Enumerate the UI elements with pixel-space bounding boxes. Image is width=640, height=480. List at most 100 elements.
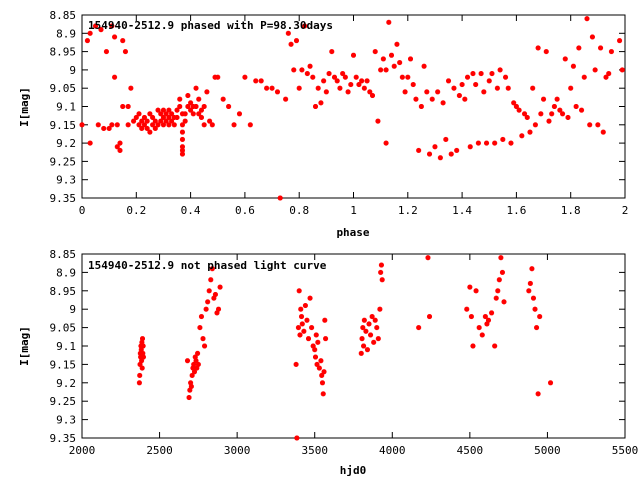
data-point xyxy=(188,100,194,106)
data-point xyxy=(360,325,366,331)
data-point xyxy=(215,74,221,80)
data-point xyxy=(277,195,283,201)
data-point xyxy=(226,104,232,109)
x-tick-label: 1.6 xyxy=(506,204,526,217)
x-tick-label: 1.4 xyxy=(452,204,472,217)
data-point xyxy=(299,67,305,73)
data-point xyxy=(456,93,462,99)
data-point xyxy=(386,19,392,25)
data-point xyxy=(315,339,321,345)
data-point xyxy=(522,111,528,117)
x-tick-label: 5500 xyxy=(612,444,639,457)
data-point xyxy=(465,74,471,80)
data-point xyxy=(361,317,367,323)
data-point xyxy=(318,100,324,106)
data-point xyxy=(296,288,302,294)
data-point xyxy=(155,107,161,113)
y-tick-label: 9.1 xyxy=(56,101,76,114)
data-point xyxy=(548,380,554,386)
data-point xyxy=(283,96,289,102)
data-point xyxy=(468,314,474,320)
data-point xyxy=(140,354,146,360)
data-point xyxy=(321,369,327,375)
y-tick-label: 8.95 xyxy=(50,285,77,298)
data-point xyxy=(114,144,120,150)
data-point xyxy=(128,85,134,91)
chart-title: 154940-2512.9 phased with P=98.30days xyxy=(88,19,333,32)
data-point xyxy=(184,358,190,364)
data-point xyxy=(437,155,443,161)
data-point xyxy=(321,78,327,84)
data-point xyxy=(160,122,166,128)
data-point xyxy=(565,114,571,120)
data-point xyxy=(473,288,479,294)
data-point xyxy=(179,151,185,157)
data-point xyxy=(136,122,142,128)
data-point xyxy=(307,295,313,301)
data-point xyxy=(589,34,595,40)
data-point xyxy=(494,85,500,91)
x-tick-label: 0.8 xyxy=(289,204,309,217)
data-point xyxy=(288,41,294,47)
data-point xyxy=(600,129,606,135)
y-tick-label: 8.9 xyxy=(56,266,76,279)
data-point xyxy=(195,350,201,356)
data-point xyxy=(492,140,498,146)
data-point xyxy=(527,280,533,286)
data-point xyxy=(302,23,308,29)
data-point xyxy=(537,314,543,320)
data-point xyxy=(383,140,389,146)
data-point xyxy=(375,336,381,342)
data-point xyxy=(329,49,335,55)
data-point xyxy=(316,365,322,371)
plot-frame xyxy=(81,14,626,199)
data-point xyxy=(435,89,441,95)
data-point xyxy=(532,306,538,312)
x-tick-label: 2500 xyxy=(146,444,173,457)
data-point xyxy=(378,67,384,73)
data-point xyxy=(291,67,297,73)
data-point xyxy=(112,74,118,80)
data-point xyxy=(201,122,207,128)
data-point xyxy=(186,395,192,401)
data-point xyxy=(408,56,414,62)
data-point xyxy=(603,74,609,80)
data-point xyxy=(546,118,552,124)
data-point xyxy=(397,60,403,66)
y-axis-label: I[mag] xyxy=(18,87,31,127)
data-point xyxy=(541,96,547,102)
x-tick-label: 5000 xyxy=(534,444,561,457)
data-point xyxy=(377,306,383,312)
data-point xyxy=(106,125,112,131)
data-point xyxy=(190,111,196,117)
data-point xyxy=(371,339,377,345)
data-point xyxy=(369,314,375,320)
data-point xyxy=(573,104,579,109)
data-point xyxy=(619,67,625,73)
data-point xyxy=(297,332,303,338)
data-point xyxy=(231,122,237,128)
data-point xyxy=(150,122,156,128)
y-tick-label: 9.35 xyxy=(50,192,77,205)
data-point xyxy=(304,317,310,323)
data-point xyxy=(103,49,109,55)
data-point xyxy=(205,299,211,305)
y-tick-label: 8.85 xyxy=(50,9,77,22)
y-tick-label: 9.1 xyxy=(56,340,76,353)
data-point xyxy=(122,49,128,55)
x-tick-label: 1.8 xyxy=(561,204,581,217)
data-point xyxy=(320,391,326,397)
data-point xyxy=(440,100,446,106)
data-point xyxy=(216,306,222,312)
unphased-light-curve-plot: 2000 2500 3000 3500 4000 4500 5000 5500 8.85 8.9… xyxy=(18,248,638,477)
data-point xyxy=(185,104,191,109)
data-point xyxy=(584,16,590,22)
y-tick-label: 9.2 xyxy=(56,137,76,150)
data-point xyxy=(152,125,158,131)
data-point xyxy=(389,52,395,58)
data-point xyxy=(306,336,312,342)
data-point xyxy=(193,358,199,364)
data-point xyxy=(298,306,304,312)
data-point xyxy=(285,30,291,36)
